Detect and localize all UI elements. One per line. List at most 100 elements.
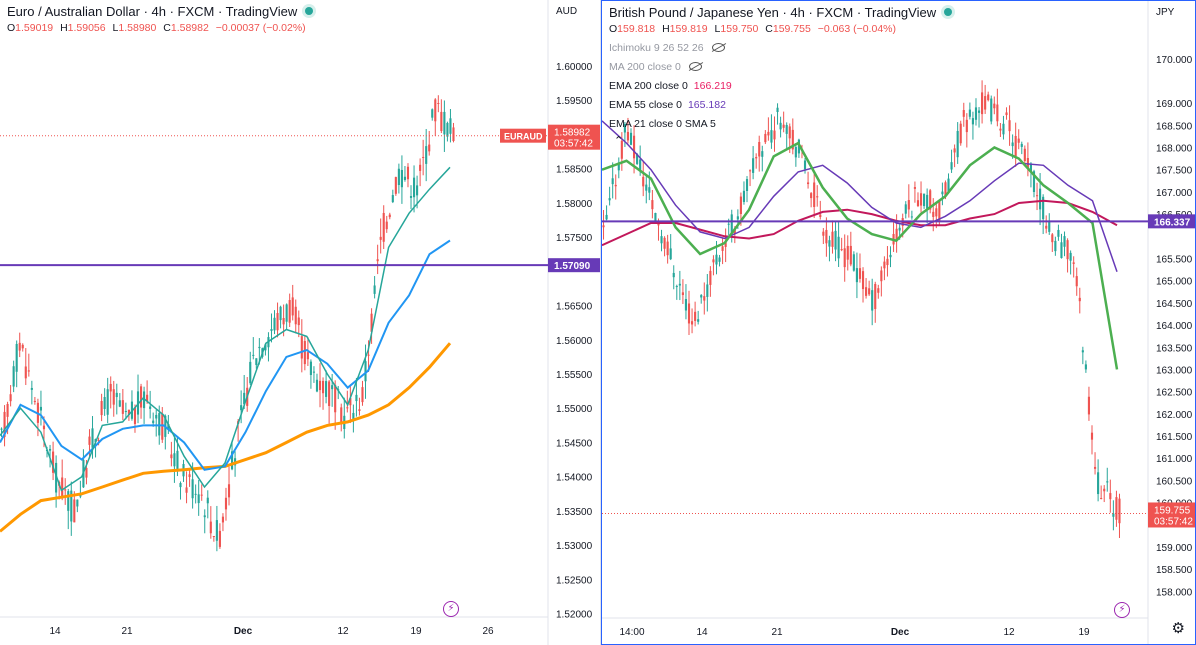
candle-body [1106,481,1109,483]
indicator-ma200[interactable]: MA 200 close 0 [609,61,702,73]
candle-body [109,383,112,392]
candle-body [27,370,30,372]
candle-body [100,400,103,416]
candle-body [0,428,3,430]
indicator-ema200[interactable]: EMA 200 close 0 166.219 [609,80,732,92]
candle-body [956,130,959,158]
candle-body [437,103,440,105]
candle-body [617,162,620,171]
price-tick-label: 1.56000 [556,336,593,347]
candle-body [412,177,416,198]
candle-body [403,176,407,180]
candle-body [194,493,197,495]
candle-body [185,487,188,493]
candle-body [981,92,984,115]
lightning-icon[interactable]: ⚡ [1114,602,1130,618]
gbpjpy-price-chart[interactable]: JPY 170.000 169.000 168.500 168.000 167.500 16… [602,1,1196,645]
candle-body [944,182,947,197]
ema-55-line [602,120,1118,273]
price-tick-label: 1.58500 [556,165,593,176]
candle-body [161,413,164,440]
candle-body [889,254,892,258]
candle-body [243,392,246,405]
candle-body [828,240,831,247]
euraud-ohlc: O1.59019 H1.59056 L1.58980 C1.58982 −0.0… [7,22,306,34]
candle-body [721,246,724,251]
hidden-eye-icon[interactable] [688,62,702,71]
price-tick-label: 1.55500 [556,370,593,381]
candle-body [143,391,146,409]
candle-body [990,98,993,122]
candle-body [620,140,623,159]
price-tick-label: 159.000 [1156,543,1193,554]
candle-body [999,128,1002,131]
candle-body [85,467,88,478]
candle-body [419,164,422,171]
settings-gear-icon[interactable]: ⚙ [1171,620,1185,637]
candle-body [712,259,715,263]
candle-body [394,177,397,194]
candle-body [33,400,36,402]
candle-body [103,397,106,410]
candle-body [179,483,182,488]
candle-body [52,451,55,473]
candle-body [30,387,33,390]
gbpjpy-chart-pane[interactable]: JPY 170.000 169.000 168.500 168.000 167.500 16… [601,0,1196,645]
candle-body [874,283,877,310]
candle-body [270,329,273,331]
lightning-icon[interactable]: ⚡ [443,601,459,617]
euraud-price-chart[interactable]: AUD 1.60000 1.59500 1.58500 1.58000 1.57500 1.… [0,0,600,645]
price-tick-label: 170.000 [1156,55,1193,66]
hidden-eye-icon[interactable] [711,43,725,52]
candle-body [155,414,158,419]
candle-body [328,381,331,406]
candle-body [428,144,431,152]
candle-body [837,236,840,259]
candle-body [791,129,794,150]
candle-body [91,428,94,448]
indicator-ema55[interactable]: EMA 55 close 0 165.182 [609,99,726,111]
market-open-icon [305,7,314,15]
candle-body [611,178,614,185]
candle-body [709,270,712,285]
candle-body [325,381,328,397]
candle-body [651,200,654,210]
candle-body [106,389,109,415]
candle-body [3,411,6,438]
candle-body [666,241,669,256]
collapse-legend-icon[interactable]: ⌃ [614,135,624,147]
candle-body [910,216,913,218]
candle-body [700,295,703,298]
candle-body [849,245,852,265]
candle-body [1118,498,1121,524]
candle-body [1023,148,1026,162]
euraud-chart-pane[interactable]: AUD 1.60000 1.59500 1.58500 1.58000 1.57500 1.… [0,0,600,645]
candle-body [279,306,282,321]
candle-body [1051,234,1054,243]
ema-200-line [602,199,1118,247]
candle-body [215,520,218,541]
candle-body [904,204,907,214]
candle-body [825,229,828,244]
candle-body [681,292,684,296]
candle-body [788,126,791,139]
candle-body [852,254,855,271]
last-price-text: 1.58982 [554,128,591,139]
candle-body [297,317,300,326]
countdown-text: 03:57:42 [1154,516,1193,527]
price-tick-label: 168.000 [1156,144,1193,155]
candle-body [425,146,428,164]
time-tick-label: 19 [1078,627,1090,638]
candle-body [331,385,334,390]
candle-body [880,270,883,282]
candle-body [39,406,43,411]
price-tick-label: 1.55000 [556,404,593,415]
indicator-ema21[interactable]: EMA 21 close 0 SMA 5 [609,118,716,130]
candle-body [690,321,694,325]
candle-body [97,440,100,442]
price-tick-label: 164.500 [1156,299,1193,310]
candle-body [1014,135,1017,157]
candle-body [400,169,403,188]
price-tick-label: 1.58000 [556,199,593,210]
indicator-ichimoku[interactable]: Ichimoku 9 26 52 26 [609,42,725,54]
